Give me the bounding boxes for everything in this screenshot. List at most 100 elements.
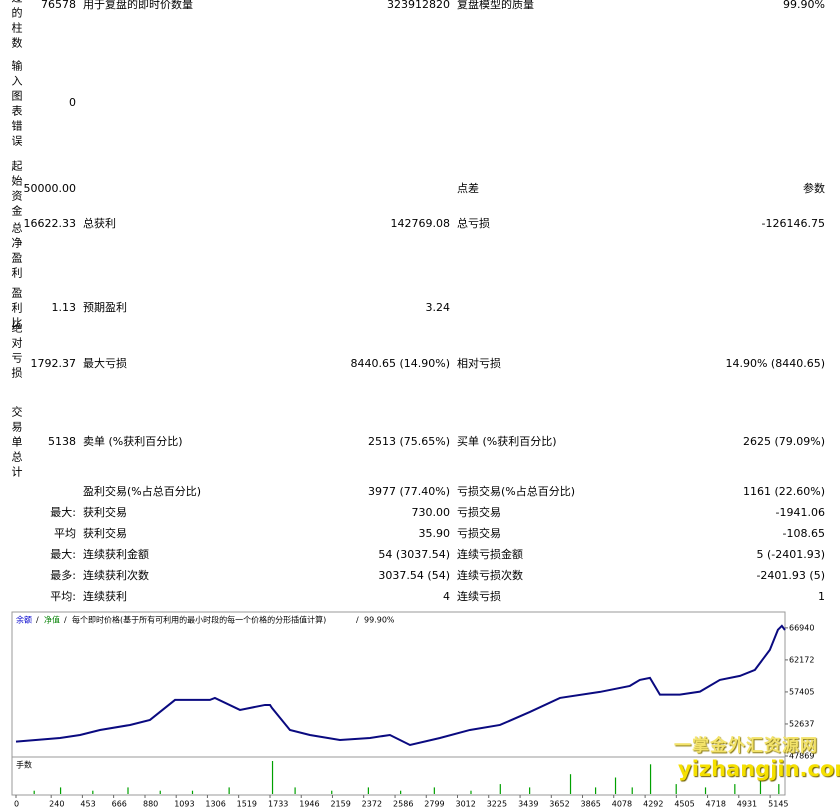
volume-bar [778,784,780,794]
volume-bar [59,787,62,794]
legend-sep: / [36,616,39,625]
x-tick-label: 4078 [612,800,632,809]
cell-value: -1941.06 [775,506,825,519]
cell-value: 3977 (77.40%) [367,485,450,498]
row-value: 16622.33 [23,217,77,230]
volume-bar [127,787,129,794]
chart-frame [11,611,786,796]
volume-bar [569,774,572,794]
row-prefix: 平均: [50,590,76,603]
x-tick-label: 5145 [768,800,788,809]
row-label: 盈利比 [10,287,23,332]
legend-equity: 净值 [44,615,60,625]
volume-bar [529,787,531,794]
cell-value: 54 (3037.54) [378,548,450,561]
volume-bar [470,790,472,794]
cell-value: 4 [443,590,450,603]
row-value: 0 [69,96,76,109]
x-tick-label: 1093 [174,800,194,809]
cell-label: 总获利 [83,217,116,230]
equity-line [15,624,786,747]
x-tick-label: 3439 [518,800,538,809]
cell-label: 最大亏损 [83,357,127,370]
cell-label: 相对亏损 [457,357,501,370]
volume-bar [631,787,633,794]
y-tick-label: 62172 [789,655,814,664]
row-value: 50000.00 [23,182,77,195]
row-label: 过的柱数 [10,0,23,52]
volume-bar [271,761,274,794]
row-prefix: 平均 [54,527,76,540]
cell-label: 获利交易 [83,527,127,540]
legend-sep: / [356,616,359,625]
cell-label: 连续亏损 [457,590,501,603]
x-tick-label: 3652 [549,800,569,809]
volume-bar [704,787,707,794]
row-value: 76578 [41,0,76,11]
y-tick-label: 66940 [789,623,814,632]
y-tick-label: 52637 [789,719,814,728]
cell-label: 亏损交易(%占总百分比) [457,485,576,498]
volume-bar [614,777,617,794]
volume-bar [675,784,677,794]
x-tick-label: 1306 [205,800,225,809]
volume-bar [367,787,369,794]
volume-bar [594,787,597,794]
x-tick-label: 880 [143,800,158,809]
cell-value: 8440.65 (14.90%) [350,357,450,370]
x-tick-label: 4718 [706,800,726,809]
cell-label: 买单 (%获利百分比) [457,435,557,448]
row-value: 1792.37 [30,357,77,370]
row-prefix: 最多: [50,569,76,582]
cell-label: 获利交易 [83,506,127,519]
volume-bar [228,787,230,794]
volume-bar [294,787,296,794]
cell-label: 连续获利 [83,590,127,603]
cell-value: 99.90% [783,0,825,11]
row-prefix: 最大: [50,548,76,561]
volume-bar [734,784,736,794]
y-tick-label: 57405 [789,687,814,696]
cell-value: -108.65 [782,527,825,540]
x-tick-label: 2372 [362,800,382,809]
x-tick-label: 4505 [674,800,694,809]
row-prefix: 最大: [50,506,76,519]
x-tick-label: 4931 [737,800,757,809]
volume-bar [759,780,762,794]
x-tick-label: 1519 [237,800,257,809]
row-value: 5138 [48,435,76,448]
volume-bar [649,764,652,794]
x-tick-label: 3225 [487,800,507,809]
row-label: 起始资金 [10,160,23,220]
legend-sep: / [64,616,67,625]
legend-note: 每个即时价格(基于所有可利用的最小时段的每一个价格的分形插值计算) [72,615,326,625]
x-tick-label: 453 [80,800,95,809]
legend-quality: 99.90% [364,616,395,625]
cell-label: 复盘模型的质量 [457,0,534,11]
volume-label: 手数 [16,760,32,770]
watermark-url: yizhangjin.com [678,757,840,781]
cell-label: 盈利交易(%占总百分比) [83,485,202,498]
x-tick-label: 1733 [268,800,288,809]
volume-bar [92,790,94,794]
cell-value: 14.90% (8440.65) [725,357,825,370]
cell-label: 亏损交易 [457,527,501,540]
legend-balance: 余额 [16,615,32,625]
x-tick-label: 3865 [581,800,601,809]
x-tick-label: 2799 [424,800,444,809]
cell-value: -2401.93 (5) [756,569,825,582]
row-label: 交易单总计 [10,406,23,481]
cell-value: 3.24 [425,301,451,314]
cell-value: 3037.54 (54) [378,569,450,582]
x-tick-label: 0 [14,800,19,809]
volume-bar [400,790,402,794]
cell-label: 总亏损 [457,217,490,230]
cell-value: 1161 (22.60%) [742,485,825,498]
cell-value: 323912820 [387,0,450,11]
volume-bar [433,787,435,794]
x-tick-label: 4292 [643,800,663,809]
y-tick-label: 47869 [789,752,814,761]
x-tick-label: 1946 [299,800,319,809]
x-tick-label: 3012 [455,800,475,809]
